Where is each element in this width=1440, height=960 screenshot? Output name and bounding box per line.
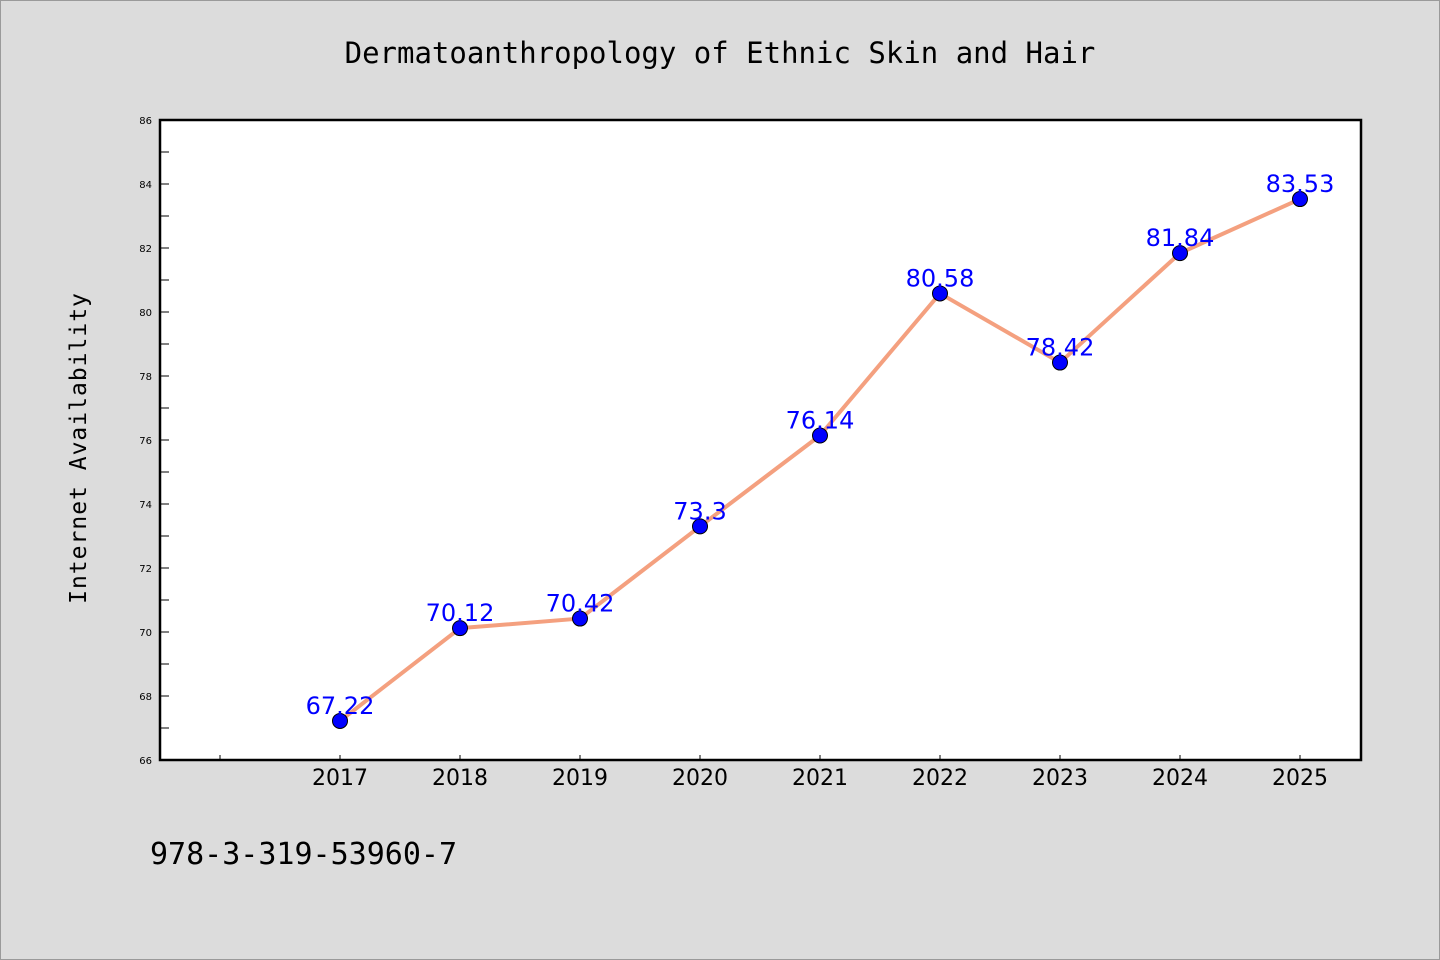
- data-point: [812, 427, 828, 444]
- data-label: 80.58: [906, 264, 975, 292]
- y-tick-label: 82: [139, 244, 152, 255]
- y-tick-label: 70: [139, 628, 152, 639]
- data-label: 76.14: [786, 407, 855, 435]
- x-tick-label: 2025: [1272, 766, 1328, 791]
- x-axis: 2017 2018 2019 2020 2021 2022 2023 2024 2025: [219, 755, 1328, 791]
- x-tick-label: 2022: [912, 766, 968, 791]
- y-tick-label: 76: [139, 436, 152, 447]
- y-tick-label: 72: [139, 564, 152, 575]
- x-tick-label: 2018: [432, 766, 488, 791]
- y-axis: 66 68 70 72 74 76 78 80 82 84 86: [139, 116, 169, 767]
- y-tick-label: 80: [139, 308, 152, 319]
- data-label: 70.42: [546, 590, 615, 618]
- x-tick-label: 2020: [672, 766, 728, 791]
- data-label: 73.3: [673, 497, 726, 525]
- y-tick-label: 86: [139, 116, 152, 127]
- x-tick-label: 2019: [552, 766, 608, 791]
- chart-title: Dermatoanthropology of Ethnic Skin and H…: [345, 36, 1096, 70]
- x-tick-label: 2017: [312, 766, 368, 791]
- plot-area: [158, 118, 1363, 762]
- data-label: 81.84: [1146, 224, 1215, 252]
- x-tick-label: 2024: [1152, 766, 1208, 791]
- y-tick-label: 84: [139, 180, 152, 191]
- data-point: [1172, 245, 1188, 262]
- isbn-text: 978-3-319-53960-7: [150, 837, 457, 872]
- y-axis-label: Internet Availability: [66, 292, 92, 604]
- data-labels: 67.22 70.12 70.42 73.3 76.14 80.58 78.42 81.84 8…: [306, 170, 1335, 720]
- data-point: [692, 518, 708, 535]
- data-markers: [332, 191, 1308, 729]
- data-point: [1052, 354, 1068, 371]
- data-label: 67.22: [306, 692, 375, 720]
- data-point: [452, 620, 468, 637]
- y-tick-label: 68: [139, 692, 152, 703]
- data-label: 83.53: [1266, 170, 1335, 198]
- x-tick-label: 2021: [792, 766, 848, 791]
- x-tick-label: 2023: [1032, 766, 1088, 791]
- data-label: 78.42: [1026, 334, 1095, 362]
- data-point: [572, 610, 588, 627]
- data-point: [1292, 191, 1308, 208]
- data-point: [932, 285, 948, 302]
- data-label: 70.12: [426, 599, 495, 627]
- y-tick-label: 74: [139, 500, 152, 511]
- y-tick-label: 78: [139, 372, 152, 383]
- y-tick-label: 66: [139, 756, 152, 767]
- data-point: [332, 712, 348, 729]
